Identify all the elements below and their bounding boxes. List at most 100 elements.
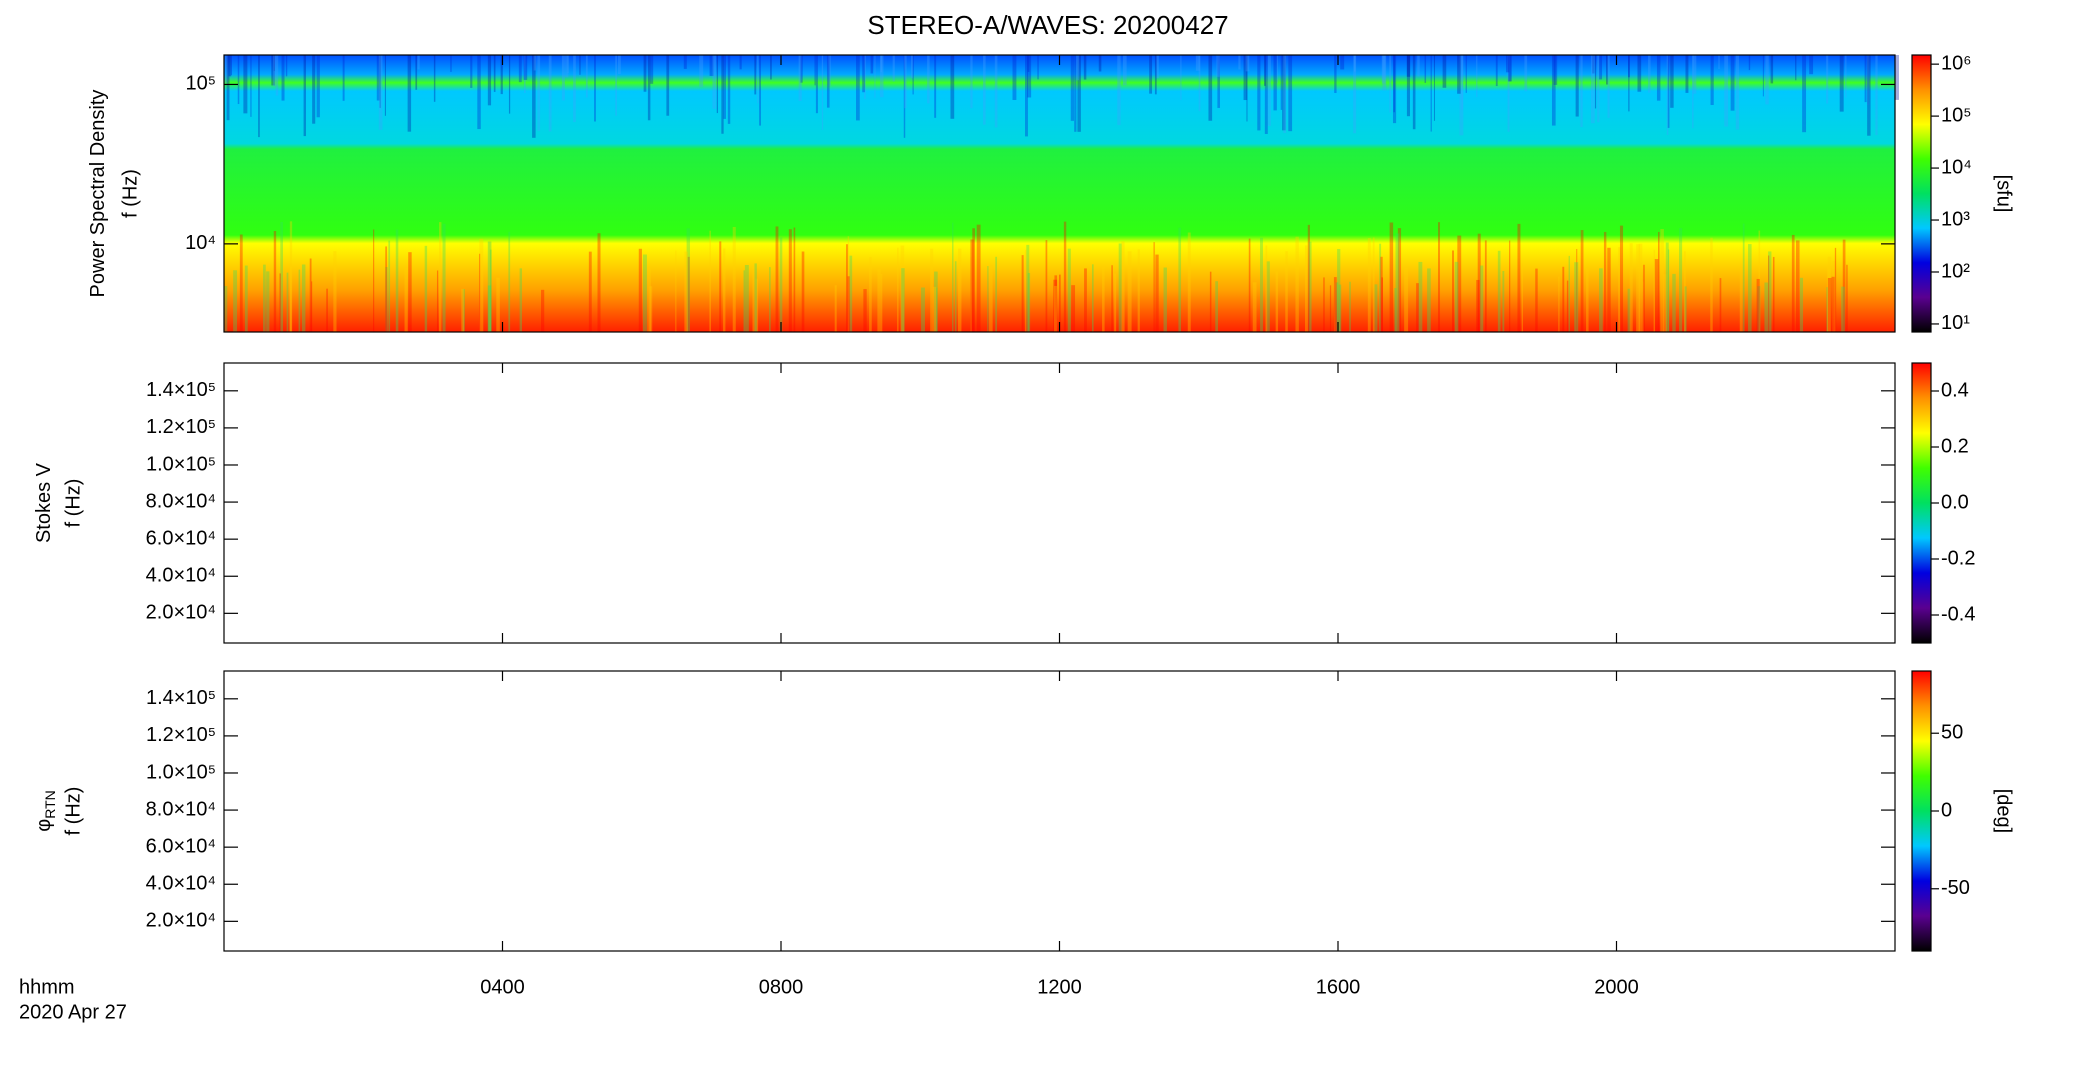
spectrogram-texture <box>647 55 651 121</box>
spectrogram-texture <box>1683 251 1686 332</box>
spectrogram-texture <box>1566 280 1569 332</box>
spectrogram-texture <box>1275 271 1279 332</box>
spectrogram-texture <box>994 55 998 128</box>
spectrogram-texture <box>1679 228 1683 332</box>
spectrogram-texture <box>1334 55 1337 93</box>
spectrogram-texture <box>788 229 792 332</box>
x-tick-label: 2000 <box>1594 976 1639 998</box>
spectrogram-texture <box>417 55 420 70</box>
spectrogram-texture <box>638 248 642 332</box>
colorbar-tick-label: 0.0 <box>1941 491 1969 513</box>
spectrogram-texture <box>1389 222 1394 332</box>
spectrogram-texture <box>1627 288 1631 332</box>
spectrogram-texture <box>1551 55 1556 126</box>
spectrogram-texture <box>378 55 383 130</box>
spectrogram-texture <box>224 286 228 332</box>
spectrogram-texture <box>508 231 511 332</box>
spectrogram-texture <box>479 238 484 332</box>
spectrogram-texture <box>1416 283 1419 332</box>
spectrogram-texture <box>1457 55 1461 94</box>
spectrogram-texture <box>1656 55 1661 101</box>
spectrogram-texture <box>1187 232 1191 332</box>
spectrogram-texture <box>814 55 816 86</box>
spectrogram-texture <box>847 236 850 332</box>
spectrogram-texture <box>869 257 872 332</box>
spectrogram-texture <box>911 55 913 78</box>
spectrogram-texture <box>1832 260 1836 332</box>
spectrogram-texture <box>684 251 688 332</box>
spectrogram-texture <box>970 239 974 332</box>
colorbar-tick-label: 10³ <box>1941 208 1970 230</box>
spectrogram-texture <box>1216 55 1220 77</box>
spectrogram-texture <box>1395 233 1400 332</box>
colorbar <box>1911 362 1932 644</box>
spectrogram-texture <box>615 55 617 116</box>
spectrogram-texture <box>1070 55 1075 121</box>
spectrogram-texture <box>316 55 320 118</box>
spectrogram-texture <box>1337 248 1341 332</box>
spectrogram-texture <box>800 55 803 83</box>
spectrogram-texture <box>952 222 954 332</box>
spectrogram-texture <box>1335 282 1339 332</box>
y-axis-label-2: f (Hz) <box>62 787 84 836</box>
y-axis-label-main: Stokes V <box>33 462 55 543</box>
spectrogram-texture <box>934 271 938 332</box>
spectrogram-texture <box>1795 240 1800 332</box>
spectrogram-texture <box>647 268 651 332</box>
spectrogram-texture <box>1827 277 1832 332</box>
spectrogram-texture <box>930 248 934 332</box>
spectrogram-texture <box>1154 55 1157 95</box>
y-tick-label: 10⁴ <box>185 232 216 254</box>
spectrogram-texture <box>1665 242 1669 332</box>
spectrogram-texture <box>1768 255 1770 332</box>
spectrogram-texture <box>1338 284 1342 332</box>
spectrogram-texture <box>743 270 746 332</box>
spectrogram-texture <box>1839 55 1844 112</box>
spectrogram-texture <box>801 251 805 332</box>
spectrogram-texture <box>1670 55 1674 108</box>
spectrogram-texture <box>1083 55 1087 80</box>
spectrogram-texture <box>775 226 779 332</box>
spectrogram-texture <box>642 254 647 332</box>
spectrogram-texture <box>1599 268 1603 332</box>
spectrogram-texture <box>769 267 771 332</box>
spectrogram-texture <box>1457 235 1462 332</box>
spectrogram-texture <box>1710 55 1714 105</box>
spectrogram-texture <box>1758 230 1761 332</box>
y-tick-label: 6.0×10⁴ <box>146 527 216 549</box>
spectrogram-texture <box>1637 55 1642 92</box>
spectrogram-texture <box>1636 244 1640 332</box>
spectrogram-texture <box>1459 55 1464 136</box>
spectrogram-texture <box>1764 282 1769 332</box>
spectrogram-texture <box>1692 55 1697 94</box>
spectrogram-texture <box>1748 244 1752 332</box>
spectrogram-texture <box>1685 55 1689 93</box>
spectrogram-texture <box>579 55 581 75</box>
spectrogram-texture <box>1653 249 1656 332</box>
spectrogram-texture <box>1027 273 1031 332</box>
spectrogram-texture <box>311 281 313 332</box>
spectrogram-texture <box>508 55 511 114</box>
spectrogram-texture <box>1121 241 1125 332</box>
spectrogram-texture <box>1465 55 1467 93</box>
spectrogram-texture <box>1580 55 1583 128</box>
spectrogram-texture <box>1827 268 1831 332</box>
spectrogram-texture <box>1026 244 1030 332</box>
spectrogram-texture <box>1406 55 1411 77</box>
spectrogram-texture <box>1724 55 1729 127</box>
spectrogram-texture <box>1553 55 1558 85</box>
spectrogram-texture <box>1280 55 1283 110</box>
spectrogram-texture <box>1684 286 1687 332</box>
spectrogram-texture <box>493 55 496 92</box>
spectrogram-texture <box>1074 55 1077 132</box>
spectrogram-texture <box>950 55 955 119</box>
y-tick-label: 1.0×10⁵ <box>146 761 216 783</box>
spectrogram-texture <box>1575 55 1579 117</box>
spectrogram-texture <box>1114 273 1117 332</box>
spectrogram-texture <box>436 270 439 332</box>
spectrogram-texture <box>1599 55 1603 80</box>
spectrogram-texture <box>561 55 565 101</box>
spectrogram-texture <box>1827 256 1832 332</box>
spectrogram-texture <box>289 263 292 332</box>
spectrogram-texture <box>488 240 491 332</box>
